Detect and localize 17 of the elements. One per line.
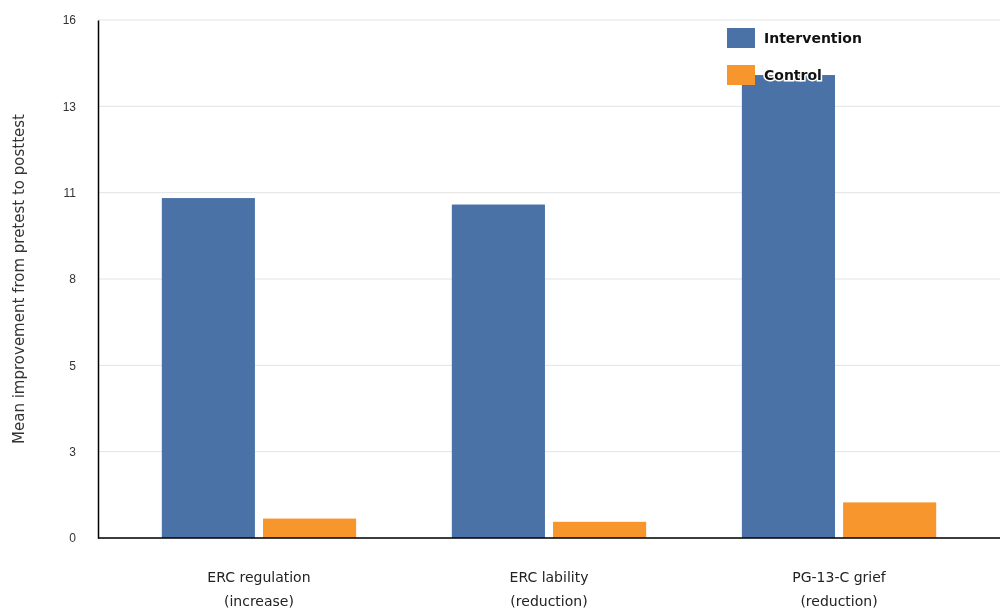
y-tick-label: 5 — [69, 358, 77, 373]
x-tick-label: ERC lability (reduction) — [509, 569, 589, 609]
bar — [451, 204, 545, 538]
bar — [161, 198, 255, 538]
y-tick-label: 3 — [69, 445, 77, 459]
bar — [263, 518, 357, 538]
x-tick-label: PG-13-C grief (reduction) — [792, 569, 887, 609]
bar — [553, 521, 647, 538]
y-tick-label: 11 — [63, 186, 77, 200]
y-axis-title: Mean improvement from pretest to posttest — [10, 113, 28, 444]
legend-label: Intervention — [764, 30, 862, 46]
x-tick-label: ERC regulation (increase) — [207, 569, 311, 609]
bar — [843, 502, 937, 538]
y-tick-label: 16 — [62, 13, 77, 28]
y-tick-label: 0 — [69, 531, 77, 546]
y-tick-label: 13 — [62, 99, 77, 114]
y-tick-label: 8 — [69, 272, 77, 287]
